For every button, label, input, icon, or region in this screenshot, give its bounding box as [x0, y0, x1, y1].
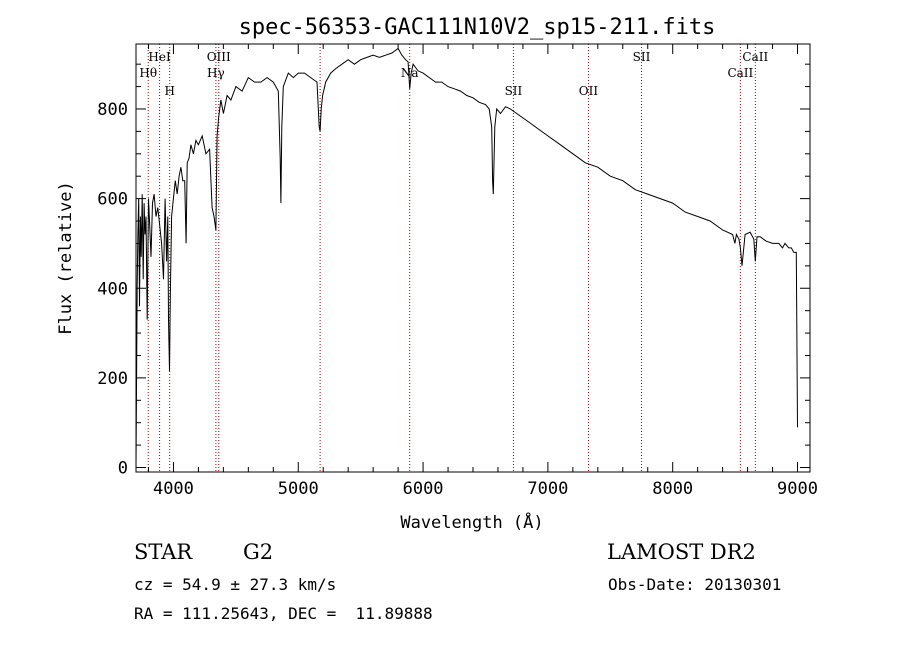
x-tick-label: 4000 — [153, 479, 194, 499]
spectral-line-label: Hθ — [139, 66, 157, 80]
x-tick-label: 5000 — [278, 479, 319, 499]
spectral-line-label: SII — [505, 84, 523, 98]
redshift-cz: cz = 54.9 ± 27.3 km/s — [134, 575, 337, 594]
x-tick-label: 6000 — [403, 479, 444, 499]
spectral-line-label: HeI — [148, 50, 171, 64]
y-tick-label: 200 — [97, 369, 128, 389]
observation-date: Obs-Date: 20130301 — [608, 575, 782, 594]
x-tick-label: 7000 — [527, 479, 568, 499]
spectral-line-label: CaII — [742, 50, 768, 64]
spectral-lines: Hθ HeI H Hγ OIII Na SII OII SII CaII CaII — [139, 44, 768, 472]
x-axis-label: Wavelength (Å) — [400, 511, 543, 533]
object-subclass: G2 — [243, 540, 274, 564]
plot-frame — [135, 43, 811, 473]
y-tick-label: 400 — [97, 279, 128, 299]
y-tick-label: 800 — [97, 100, 128, 120]
survey-name: LAMOST DR2 — [607, 540, 756, 564]
y-tick-label: 0 — [118, 459, 128, 479]
spectrum-series — [135, 47, 798, 468]
x-tick-label: 9000 — [777, 479, 818, 499]
spectral-line-label: OIII — [207, 50, 231, 64]
y-tick-label: 600 — [97, 190, 128, 210]
spectral-line-label: CaII — [727, 66, 753, 80]
spectral-line-label: OII — [579, 84, 599, 98]
spectral-line-label: Na — [401, 66, 419, 80]
axis-ticks: 4000 5000 6000 7000 8000 9000 0 200 400 600 800 — [97, 44, 818, 499]
spectral-line-label: H — [164, 84, 174, 98]
chart-title: spec-56353-GAC111N10V2_sp15-211.fits — [239, 15, 716, 40]
object-class: STAR — [134, 540, 193, 564]
spectral-line-label: Hγ — [207, 66, 225, 80]
ra-dec-coordinates: RA = 111.25643, DEC = 11.89888 — [134, 604, 433, 623]
x-tick-label: 8000 — [652, 479, 693, 499]
y-axis-label: Flux (relative) — [56, 181, 76, 335]
spectral-line-label: SII — [633, 50, 651, 64]
